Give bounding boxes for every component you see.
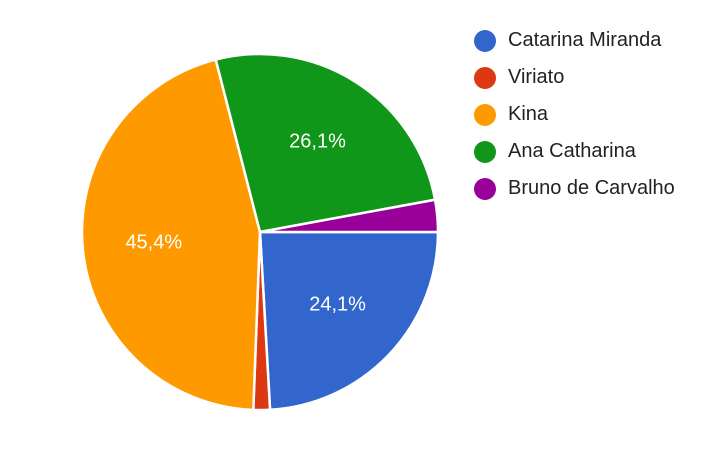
legend-swatch-bruno-de-carvalho xyxy=(474,178,496,200)
chart-legend: Catarina Miranda Viriato Kina Ana Cathar… xyxy=(474,26,709,211)
pie-slice-kina[interactable] xyxy=(80,58,262,412)
legend-label-ana-catharina: Ana Catharina xyxy=(508,140,636,162)
legend-swatch-viriato xyxy=(474,67,496,89)
legend-swatch-ana-catharina xyxy=(474,141,496,163)
slice-label-ana-catharina: 26,1% xyxy=(289,130,346,152)
legend-label-catarina-miranda: Catarina Miranda xyxy=(508,29,662,51)
pie-slice-bruno-de-carvalho[interactable] xyxy=(258,198,440,234)
legend-item-bruno-de-carvalho[interactable]: Bruno de Carvalho xyxy=(474,174,709,202)
pie-slice-catarina-miranda[interactable] xyxy=(258,230,440,411)
legend-item-ana-catharina[interactable]: Ana Catharina xyxy=(474,137,709,165)
legend-item-viriato[interactable]: Viriato xyxy=(474,63,709,91)
legend-item-catarina-miranda[interactable]: Catarina Miranda xyxy=(474,26,709,54)
pie-slice-ana-catharina[interactable] xyxy=(214,52,437,234)
legend-swatch-catarina-miranda xyxy=(474,30,496,52)
slice-label-kina: 45,4% xyxy=(125,232,182,254)
legend-label-kina: Kina xyxy=(508,103,549,125)
slice-label-catarina-miranda: 24,1% xyxy=(309,294,366,316)
legend-label-viriato: Viriato xyxy=(508,66,565,88)
legend-swatch-kina xyxy=(474,104,496,126)
legend-label-bruno-de-carvalho: Bruno de Carvalho xyxy=(508,177,675,199)
legend-item-kina[interactable]: Kina xyxy=(474,100,709,128)
